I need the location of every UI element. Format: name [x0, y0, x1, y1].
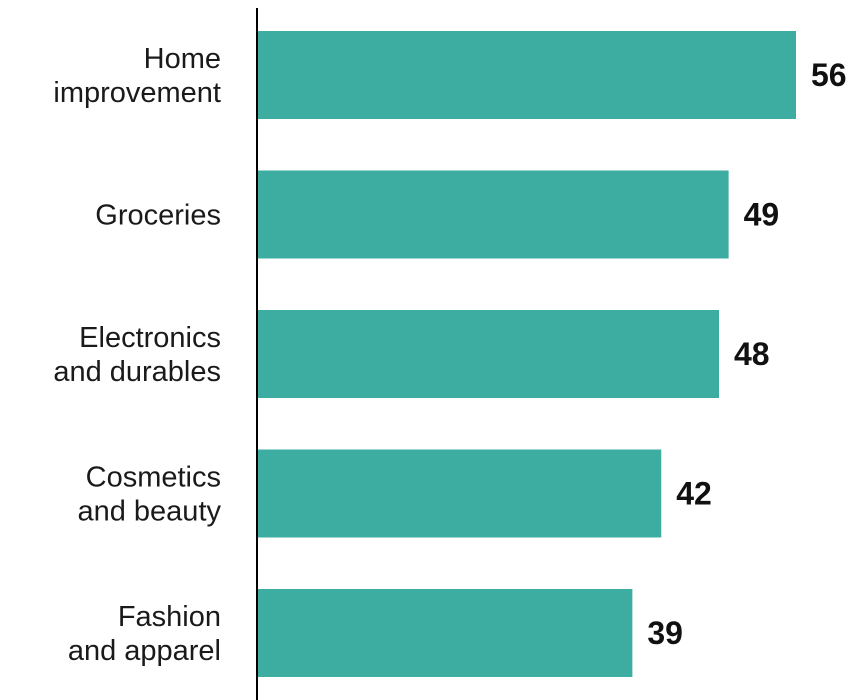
category-labels-group: Home improvement Groceries Electronics and d…: [53, 43, 221, 667]
value-label-4: 39: [647, 615, 683, 651]
category-label-line: Cosmetics: [86, 462, 221, 494]
category-label-1: Groceries: [95, 200, 221, 232]
category-label-line: and apparel: [68, 635, 221, 667]
category-label-0: Home improvement: [53, 43, 221, 109]
value-label-0: 56: [811, 57, 847, 93]
category-label-4: Fashion and apparel: [68, 601, 221, 667]
category-label-line: and beauty: [77, 496, 221, 528]
category-label-line: improvement: [53, 77, 221, 109]
category-label-line: Fashion: [118, 601, 221, 633]
category-label-line: Home: [144, 43, 221, 75]
bar-4: [257, 589, 632, 677]
bar-0: [257, 31, 796, 119]
bars-group: [257, 31, 796, 677]
bar-2: [257, 310, 719, 398]
category-label-3: Cosmetics and beauty: [77, 462, 221, 528]
category-label-line: Groceries: [95, 200, 221, 232]
category-label-2: Electronics and durables: [53, 322, 221, 388]
bar-1: [257, 171, 729, 259]
category-label-line: and durables: [53, 356, 221, 388]
bar-3: [257, 450, 661, 538]
value-label-3: 42: [676, 476, 712, 512]
category-label-line: Electronics: [79, 322, 221, 354]
value-label-2: 48: [734, 336, 770, 372]
value-label-1: 49: [744, 197, 780, 233]
